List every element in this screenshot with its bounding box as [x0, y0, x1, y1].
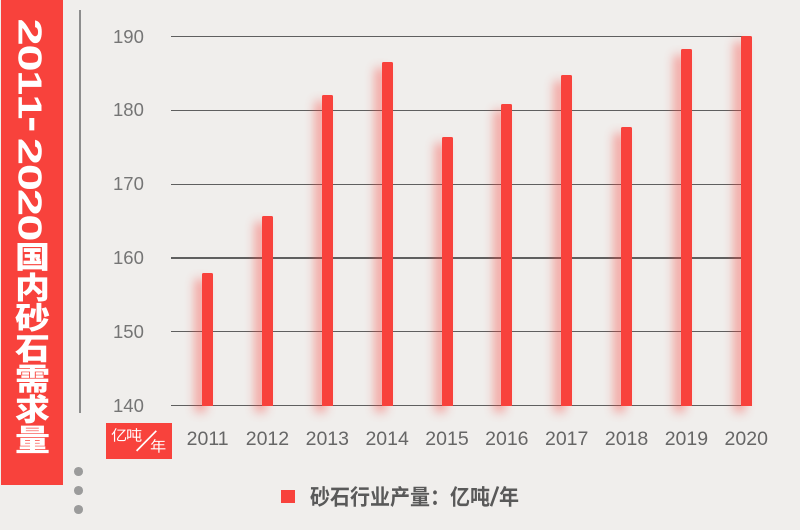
svg-text:1: 1 [12, 94, 49, 119]
svg-text:1: 1 [12, 70, 49, 95]
svg-text:0: 0 [12, 164, 49, 191]
svg-text:2: 2 [12, 18, 49, 45]
svg-text:0: 0 [12, 214, 49, 241]
svg-text:2: 2 [12, 189, 49, 216]
svg-text:2: 2 [12, 138, 49, 165]
svg-text:0: 0 [12, 44, 49, 71]
